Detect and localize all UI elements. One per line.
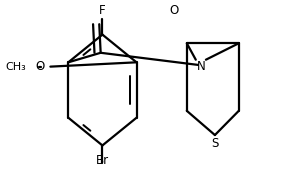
Text: S: S bbox=[211, 137, 219, 150]
Text: F: F bbox=[99, 4, 106, 17]
Text: CH₃: CH₃ bbox=[6, 62, 26, 72]
Text: O: O bbox=[35, 60, 45, 73]
Text: Br: Br bbox=[96, 154, 109, 167]
Text: O: O bbox=[169, 4, 178, 17]
Text: N: N bbox=[196, 60, 205, 73]
